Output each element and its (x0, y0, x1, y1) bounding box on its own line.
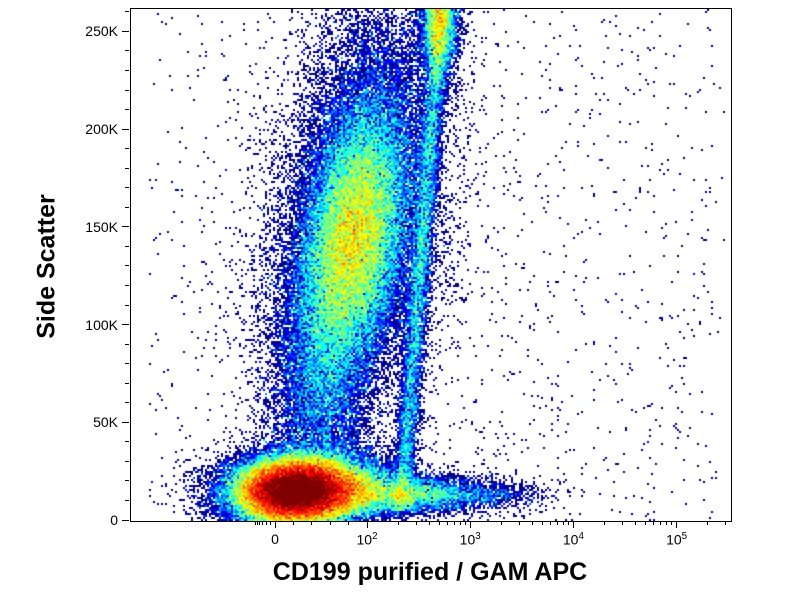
x-minor-tickmark (261, 521, 263, 525)
x-minor-tickmark (256, 521, 258, 525)
y-tick-label: 100K (85, 316, 118, 333)
x-minor-tickmark (666, 521, 668, 525)
x-axis-title: CD199 purified / GAM APC (272, 558, 588, 586)
x-tick-label: 104 (562, 531, 584, 548)
x-minor-tickmark (562, 521, 564, 525)
x-major-tickmark (572, 521, 574, 528)
x-minor-tickmark (348, 521, 350, 525)
y-major-tickmark (122, 421, 129, 423)
x-minor-tickmark (446, 521, 448, 525)
y-minor-tickmark (125, 363, 129, 365)
x-minor-tickmark (269, 521, 271, 525)
x-major-tickmark (274, 521, 276, 528)
x-minor-tickmark (397, 521, 399, 525)
x-tick-label: 103 (459, 531, 481, 548)
x-minor-tickmark (464, 521, 466, 525)
x-tick-label: 105 (666, 531, 688, 548)
x-minor-tickmark (265, 521, 267, 525)
x-minor-tickmark (653, 521, 655, 525)
x-minor-tickmark (556, 521, 558, 525)
x-minor-tickmark (635, 521, 636, 525)
x-minor-tickmark (603, 521, 605, 525)
x-minor-tickmark (428, 521, 430, 525)
y-minor-tickmark (125, 382, 129, 384)
x-minor-tickmark (500, 521, 502, 525)
plot-area (130, 8, 732, 522)
y-minor-tickmark (125, 284, 129, 286)
y-minor-tickmark (125, 499, 129, 501)
y-tick-label: 0 (110, 512, 118, 528)
y-major-tickmark (122, 128, 129, 130)
x-minor-tickmark (660, 521, 662, 525)
y-minor-tickmark (125, 206, 129, 208)
x-minor-tickmark (459, 521, 461, 525)
y-tick-label: 250K (85, 23, 118, 40)
x-minor-tickmark (438, 521, 440, 525)
y-minor-tickmark (125, 50, 129, 52)
y-major-tickmark (122, 30, 129, 32)
y-tick-label: 150K (85, 218, 118, 235)
x-major-tickmark (469, 521, 471, 528)
x-minor-tickmark (707, 521, 709, 525)
y-major-tickmark (122, 226, 129, 228)
y-minor-tickmark (125, 109, 129, 111)
y-minor-tickmark (125, 89, 129, 91)
y-minor-tickmark (125, 402, 129, 404)
x-minor-tickmark (622, 521, 624, 525)
y-major-tickmark (122, 324, 129, 326)
x-tick-label: 0 (271, 531, 279, 547)
x-minor-tickmark (329, 521, 331, 525)
x-minor-tickmark (645, 521, 647, 525)
x-minor-tickmark (549, 521, 551, 525)
y-minor-tickmark (125, 187, 129, 189)
y-tick-label: 200K (85, 121, 118, 138)
x-minor-tickmark (541, 521, 543, 525)
x-minor-tickmark (254, 521, 256, 525)
x-major-tickmark (676, 521, 678, 528)
y-major-tickmark (122, 519, 129, 521)
x-minor-tickmark (531, 521, 533, 525)
y-minor-tickmark (125, 343, 129, 345)
y-minor-tickmark (125, 480, 129, 482)
y-minor-tickmark (125, 167, 129, 169)
y-minor-tickmark (125, 441, 129, 443)
x-major-tickmark (366, 521, 368, 528)
x-minor-tickmark (671, 521, 673, 525)
x-minor-tickmark (518, 521, 520, 525)
x-minor-tickmark (258, 521, 260, 525)
x-minor-tickmark (292, 521, 294, 525)
scatter-density-canvas (131, 9, 731, 521)
x-tick-label: 102 (356, 531, 378, 548)
x-minor-tickmark (415, 521, 417, 525)
x-minor-tickmark (311, 521, 313, 525)
y-minor-tickmark (125, 265, 129, 267)
y-minor-tickmark (125, 148, 129, 150)
y-minor-tickmark (125, 70, 129, 72)
y-minor-tickmark (125, 304, 129, 306)
x-minor-tickmark (725, 521, 727, 525)
y-minor-tickmark (125, 245, 129, 247)
y-minor-tickmark (125, 460, 129, 462)
y-tick-label: 50K (93, 414, 118, 431)
x-minor-tickmark (453, 521, 455, 525)
y-minor-tickmark (125, 11, 129, 13)
x-minor-tickmark (568, 521, 570, 525)
